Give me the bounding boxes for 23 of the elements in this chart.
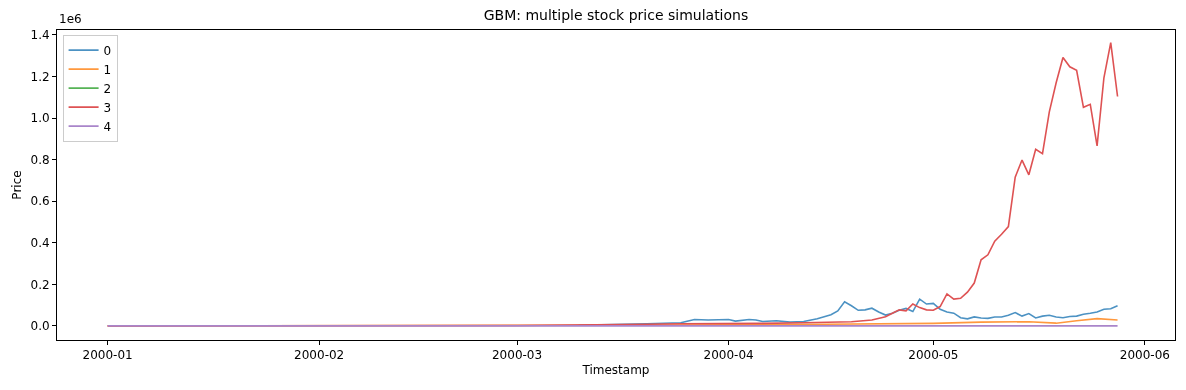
y-tick-label: 0.4: [30, 235, 50, 250]
y-tick-label: 0.6: [30, 194, 50, 209]
text: 1e6: [59, 12, 82, 26]
legend-label: 1: [103, 62, 112, 77]
legend-label: 3: [103, 100, 112, 115]
y-axis-title: Price: [9, 170, 24, 200]
y-tick-label: 1.0: [30, 111, 50, 126]
y-tick-label: 0.0: [30, 319, 50, 334]
y-tick-label: 0.2: [30, 277, 50, 292]
x-tick-label: 2000-02: [294, 348, 345, 363]
chart-title: GBM: multiple stock price simulations: [483, 6, 749, 23]
x-tick-label: 2000-01: [82, 348, 133, 363]
legend-label: 2: [103, 81, 112, 96]
legend-label: 4: [103, 119, 112, 134]
y-tick-label: 1.2: [30, 69, 50, 84]
y-tick-label: 0.8: [30, 152, 50, 167]
y-tick-label: 1.4: [30, 28, 50, 43]
x-axis-title: Timestamp: [581, 363, 650, 378]
x-tick-label: 2000-04: [703, 348, 754, 363]
x-tick-label: 2000-06: [1119, 348, 1170, 363]
legend-label: 0: [103, 43, 112, 58]
x-tick-label: 2000-03: [491, 348, 543, 363]
x-tick-label: 2000-05: [908, 348, 959, 363]
